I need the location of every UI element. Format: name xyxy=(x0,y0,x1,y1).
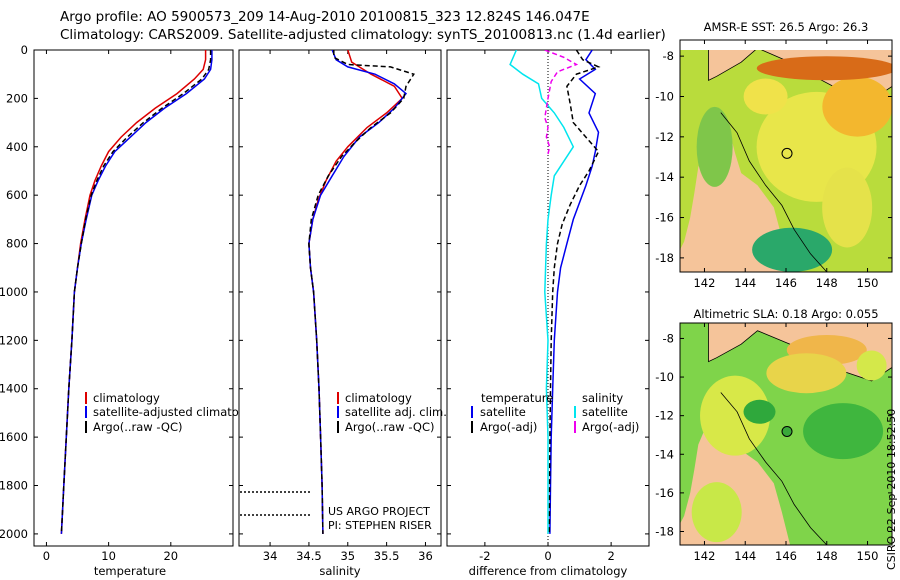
s-xtick-label: 36 xyxy=(418,549,433,563)
s-xtick-label: 34 xyxy=(263,549,278,563)
depth-tick-label: 800 xyxy=(6,237,28,251)
temperature-legend-argo: Argo(..raw -QC) xyxy=(93,420,183,434)
salinity-annotation-pi: PI: STEPHEN RISER xyxy=(328,519,432,532)
series-salinity-argo-adj- xyxy=(544,50,579,155)
d-xtick-label: -2 xyxy=(479,549,490,563)
series-argo-raw-qc- xyxy=(60,50,212,534)
difference-legend-sal-satellite: satellite xyxy=(582,405,628,419)
m2-lat-tick-label: -16 xyxy=(655,486,674,500)
sst-map: AMSR-E SST: 26.5 Argo: 26.3 142 144 146 148… xyxy=(655,20,893,290)
m1-lat-tick-label: -10 xyxy=(655,89,674,103)
s-xtick-label: 34.5 xyxy=(296,549,322,563)
salinity-annotation-project: US ARGO PROJECT xyxy=(328,505,430,518)
t-xtick-label: 20 xyxy=(163,549,178,563)
d-xtick-label: 2 xyxy=(607,549,614,563)
salinity-xlabel: salinity xyxy=(319,564,360,578)
m2-lat-tick-label: -14 xyxy=(655,447,674,461)
salinity-legend-satellite: satellite adj. clim. xyxy=(345,405,447,419)
difference-panel: -2 0 2 difference from climatology tempera… xyxy=(446,49,650,578)
m2-lon-tick-label: 150 xyxy=(857,549,879,563)
m1-lon-tick-label: 148 xyxy=(816,276,838,290)
difference-legend-temp-argo: Argo(-adj) xyxy=(480,420,537,434)
series-temperature-satellite xyxy=(549,50,600,534)
figure-title-line2: Climatology: CARS2009. Satellite-adjuste… xyxy=(60,27,666,43)
m1-lat-tick-label: -12 xyxy=(655,130,674,144)
temperature-xlabel: temperature xyxy=(94,564,166,578)
t-xtick-label: 0 xyxy=(43,549,50,563)
m2-lat-tick-label: -10 xyxy=(655,370,674,384)
depth-tick-label: 1200 xyxy=(0,333,28,347)
salinity-legend-climatology: climatology xyxy=(345,391,412,405)
m1-lat-tick-label: -18 xyxy=(655,251,674,265)
depth-tick-label: 1600 xyxy=(0,430,28,444)
series-argo-raw-qc- xyxy=(308,50,415,534)
s-xtick-label: 35.5 xyxy=(374,549,400,563)
credit-label: CSIRO 22-Sep-2010 18:52:50 xyxy=(885,409,898,570)
series-satellite-adjusted-climatology xyxy=(60,50,213,534)
depth-axis-labels: 0 200 400 600 800 1000 1200 1400 1600 1800 2000 xyxy=(0,43,28,541)
t-xtick-label: 10 xyxy=(101,549,116,563)
m1-lon-tick-label: 146 xyxy=(775,276,797,290)
m1-lon-tick-label: 150 xyxy=(857,276,879,290)
m1-argo-marker xyxy=(781,147,793,159)
m1-lon-tick-label: 142 xyxy=(693,276,715,290)
temperature-legend-satellite: satellite-adjusted climatology xyxy=(93,405,263,419)
difference-legend: temperature satellite Argo(-adj) salinit… xyxy=(471,391,639,434)
difference-xlabel: difference from climatology xyxy=(469,564,628,578)
salinity-legend-argo: Argo(..raw -QC) xyxy=(345,420,435,434)
difference-legend-temp-satellite: satellite xyxy=(480,405,526,419)
d-xtick-label: 0 xyxy=(544,549,551,563)
depth-tick-label: 1000 xyxy=(0,285,28,299)
salinity-panel: 34 34.5 35 35.5 36 US ARGO PROJECT PI: STEPH… xyxy=(238,49,447,578)
salinity-legend: climatology satellite adj. clim. Argo(..… xyxy=(337,391,447,434)
s-xtick-label: 35 xyxy=(340,549,355,563)
m2-lon-tick-label: 146 xyxy=(775,549,797,563)
depth-tick-label: 400 xyxy=(6,140,28,154)
sla-map-title: Altimetric SLA: 0.18 Argo: 0.055 xyxy=(693,307,878,321)
m2-lon-tick-label: 142 xyxy=(693,549,715,563)
m2-argo-marker xyxy=(781,425,793,437)
m2-lat-tick-label: -18 xyxy=(655,524,674,538)
sst-map-title: AMSR-E SST: 26.5 Argo: 26.3 xyxy=(704,20,869,34)
m2-lat-tick-label: -12 xyxy=(655,409,674,423)
m1-lat-tick-label: -14 xyxy=(655,170,674,184)
m2-lat-tick-label: -8 xyxy=(663,331,674,345)
depth-tick-label: 1400 xyxy=(0,382,28,396)
sla-map: Altimetric SLA: 0.18 Argo: 0.055 142 144 1… xyxy=(655,307,893,563)
m1-lat-tick-label: -8 xyxy=(663,49,674,63)
temperature-legend: climatology satellite-adjusted climatolo… xyxy=(85,391,263,434)
m1-lon-tick-label: 144 xyxy=(734,276,756,290)
m1-lat-tick-label: -16 xyxy=(655,211,674,225)
difference-legend-salinity-heading: salinity xyxy=(582,391,623,405)
m2-lon-tick-label: 144 xyxy=(734,549,756,563)
series-temperature-argo-adj- xyxy=(548,50,601,534)
series-salinity-satellite xyxy=(509,50,575,534)
temperature-legend-climatology: climatology xyxy=(93,391,160,405)
m2-lon-tick-label: 148 xyxy=(816,549,838,563)
difference-legend-temperature-heading: temperature xyxy=(481,391,553,405)
depth-tick-label: 2000 xyxy=(0,527,28,541)
figure-title-line1: Argo profile: AO 5900573_209 14-Aug-2010… xyxy=(60,9,590,25)
depth-tick-label: 200 xyxy=(6,91,28,105)
difference-legend-sal-argo: Argo(-adj) xyxy=(582,420,639,434)
depth-tick-label: 600 xyxy=(6,188,28,202)
temperature-panel: 0 10 20 temperature climatology satellite-… xyxy=(33,49,263,578)
depth-tick-label: 0 xyxy=(21,43,28,57)
depth-tick-label: 1800 xyxy=(0,479,28,493)
